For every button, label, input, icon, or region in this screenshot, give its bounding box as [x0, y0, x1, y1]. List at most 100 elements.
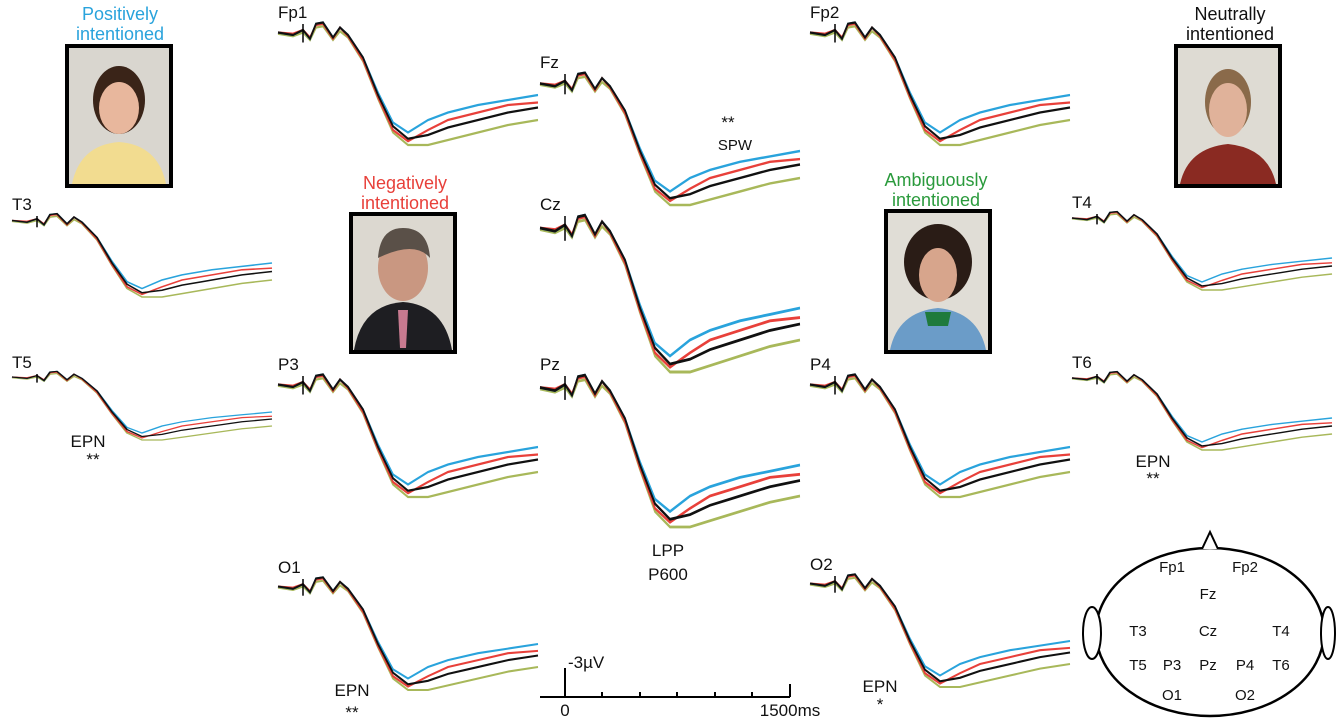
- waveforms: [12, 214, 272, 297]
- face-label: intentioned: [1186, 24, 1274, 44]
- electrode: Fz: [1200, 586, 1217, 603]
- annotation: EPN: [71, 432, 106, 451]
- face-neutral: Neutrally intentioned: [1176, 4, 1280, 186]
- electrode: Fp2: [1232, 559, 1258, 576]
- waveform: [278, 26, 538, 145]
- waveforms: [540, 215, 800, 372]
- electrode: Cz: [1199, 623, 1217, 640]
- electrode-label: T5: [12, 353, 32, 372]
- panel-pz: Pz: [540, 355, 800, 527]
- panel-t4: T4: [1072, 193, 1332, 290]
- waveform: [12, 371, 272, 433]
- waveform: [1072, 212, 1332, 282]
- electrode: T3: [1129, 623, 1147, 640]
- waveform: [1072, 372, 1332, 446]
- scale-amplitude: -3µV: [568, 653, 605, 672]
- annotation: LPP: [652, 541, 684, 560]
- waveform: [540, 74, 800, 201]
- panel-o1: O1: [278, 558, 538, 690]
- electrode: Fp1: [1159, 559, 1185, 576]
- face-label: Ambiguously: [884, 170, 987, 190]
- annotation: EPN: [335, 681, 370, 700]
- waveform: [12, 374, 272, 441]
- waveform: [540, 377, 800, 523]
- waveforms: [810, 23, 1070, 146]
- annotation: **: [721, 113, 735, 132]
- annotation: SPW: [718, 137, 753, 154]
- waveform: [1072, 372, 1332, 447]
- face-positive: Positively intentioned: [67, 4, 171, 186]
- electrode: T6: [1272, 657, 1290, 674]
- panel-t3: T3: [12, 195, 272, 297]
- waveform: [810, 376, 1070, 494]
- waveform: [1072, 374, 1332, 450]
- waveform: [278, 24, 538, 142]
- waveform: [278, 375, 538, 485]
- waveform: [278, 577, 538, 678]
- electrode-label: Fp1: [278, 3, 307, 22]
- waveform: [12, 214, 272, 289]
- scale-end: 1500ms: [760, 701, 820, 720]
- electrode: T4: [1272, 623, 1290, 640]
- electrode-label: T6: [1072, 353, 1092, 372]
- waveform: [12, 372, 272, 438]
- waveform: [278, 375, 538, 491]
- panel-t6: T6: [1072, 353, 1332, 450]
- waveform: [810, 578, 1070, 687]
- waveform: [810, 574, 1070, 681]
- electrode-label: T4: [1072, 193, 1092, 212]
- electrode: O2: [1235, 687, 1255, 704]
- waveform: [12, 214, 272, 293]
- face-label: intentioned: [76, 24, 164, 44]
- electrode: P3: [1163, 657, 1181, 674]
- scale-bar: [540, 668, 790, 697]
- electrode-label: Cz: [540, 195, 561, 214]
- electrode-label: P3: [278, 355, 299, 374]
- waveform: [1072, 212, 1332, 287]
- panel-fp2: Fp2: [810, 3, 1070, 145]
- waveforms: [540, 73, 800, 205]
- waveform: [278, 581, 538, 690]
- electrode-label: T3: [12, 195, 32, 214]
- waveform: [12, 215, 272, 295]
- electrode: P4: [1236, 657, 1254, 674]
- panel-p3: P3: [278, 355, 538, 497]
- annotation: **: [86, 450, 100, 469]
- waveform: [540, 220, 800, 372]
- face-label: Neutrally: [1194, 4, 1265, 24]
- electrode: T5: [1129, 657, 1147, 674]
- waveforms: [810, 375, 1070, 498]
- waveforms: [278, 375, 538, 498]
- waveform: [278, 23, 538, 139]
- waveforms: [278, 577, 538, 690]
- electrode-label: O2: [810, 555, 833, 574]
- electrode: Pz: [1199, 657, 1217, 674]
- annotation: P600: [648, 565, 688, 584]
- face-ambiguous: Ambiguously intentioned: [884, 170, 990, 352]
- waveform: [810, 26, 1070, 145]
- waveform: [540, 73, 800, 199]
- scale-start: 0: [560, 701, 569, 720]
- waveform: [278, 578, 538, 686]
- waveform: [12, 216, 272, 297]
- face-label: intentioned: [361, 193, 449, 213]
- waveform: [540, 73, 800, 192]
- waveform: [540, 217, 800, 367]
- waveforms: [1072, 212, 1332, 290]
- waveform: [278, 376, 538, 494]
- panel-p4: P4: [810, 355, 1070, 497]
- waveform: [540, 77, 800, 205]
- waveform: [810, 24, 1070, 142]
- panel-fz: Fz: [540, 53, 800, 205]
- waveform: [1072, 372, 1332, 442]
- head-map: Fp1 Fp2 Fz T3 Cz T4 T5 P3 Pz P4 T6 O1 O2: [1083, 532, 1335, 716]
- waveform: [810, 23, 1070, 139]
- annotation: EPN: [863, 677, 898, 696]
- annotation: *: [877, 695, 884, 714]
- waveform: [1072, 214, 1332, 290]
- waveform: [810, 375, 1070, 485]
- waveform: [540, 215, 800, 364]
- waveform: [540, 375, 800, 511]
- panel-t5: T5: [12, 353, 272, 440]
- waveform: [810, 375, 1070, 491]
